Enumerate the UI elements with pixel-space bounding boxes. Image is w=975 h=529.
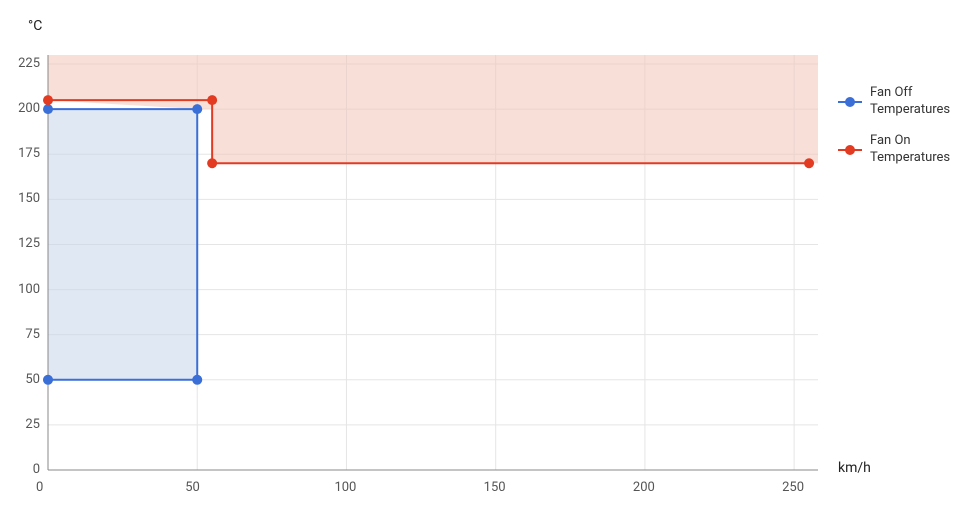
x-tick: 150 [484, 480, 506, 495]
x-tick: 250 [782, 480, 804, 495]
fan-temperature-chart: °C km/h 0 25 50 75 100 125 150 175 200 225 0 50 100… [0, 0, 975, 529]
x-axis-title: km/h [838, 460, 871, 476]
legend-label-fan-off: Fan Off Temperatures [870, 85, 953, 119]
y-tick: 200 [18, 101, 40, 116]
legend-marker-fan-on [838, 144, 862, 156]
legend-item-fan-on: Fan On Temperatures [838, 133, 953, 167]
y-tick: 0 [33, 462, 40, 477]
y-tick: 50 [25, 372, 40, 387]
x-tick: 200 [633, 480, 655, 495]
legend-marker-fan-off [838, 96, 862, 108]
y-tick: 25 [25, 417, 40, 432]
plot-area [0, 0, 975, 529]
y-tick: 125 [18, 236, 40, 251]
y-tick: 225 [18, 56, 40, 71]
x-tick: 100 [334, 480, 356, 495]
legend-item-fan-off: Fan Off Temperatures [838, 85, 953, 119]
y-tick: 75 [25, 327, 40, 342]
y-tick: 150 [18, 191, 40, 206]
x-tick: 50 [185, 480, 200, 495]
legend: Fan Off Temperatures Fan On Temperatures [838, 85, 953, 181]
legend-label-fan-on: Fan On Temperatures [870, 133, 953, 167]
y-tick: 100 [18, 282, 40, 297]
y-axis-title: °C [28, 18, 42, 34]
x-tick: 0 [36, 480, 43, 495]
y-tick: 175 [18, 146, 40, 161]
